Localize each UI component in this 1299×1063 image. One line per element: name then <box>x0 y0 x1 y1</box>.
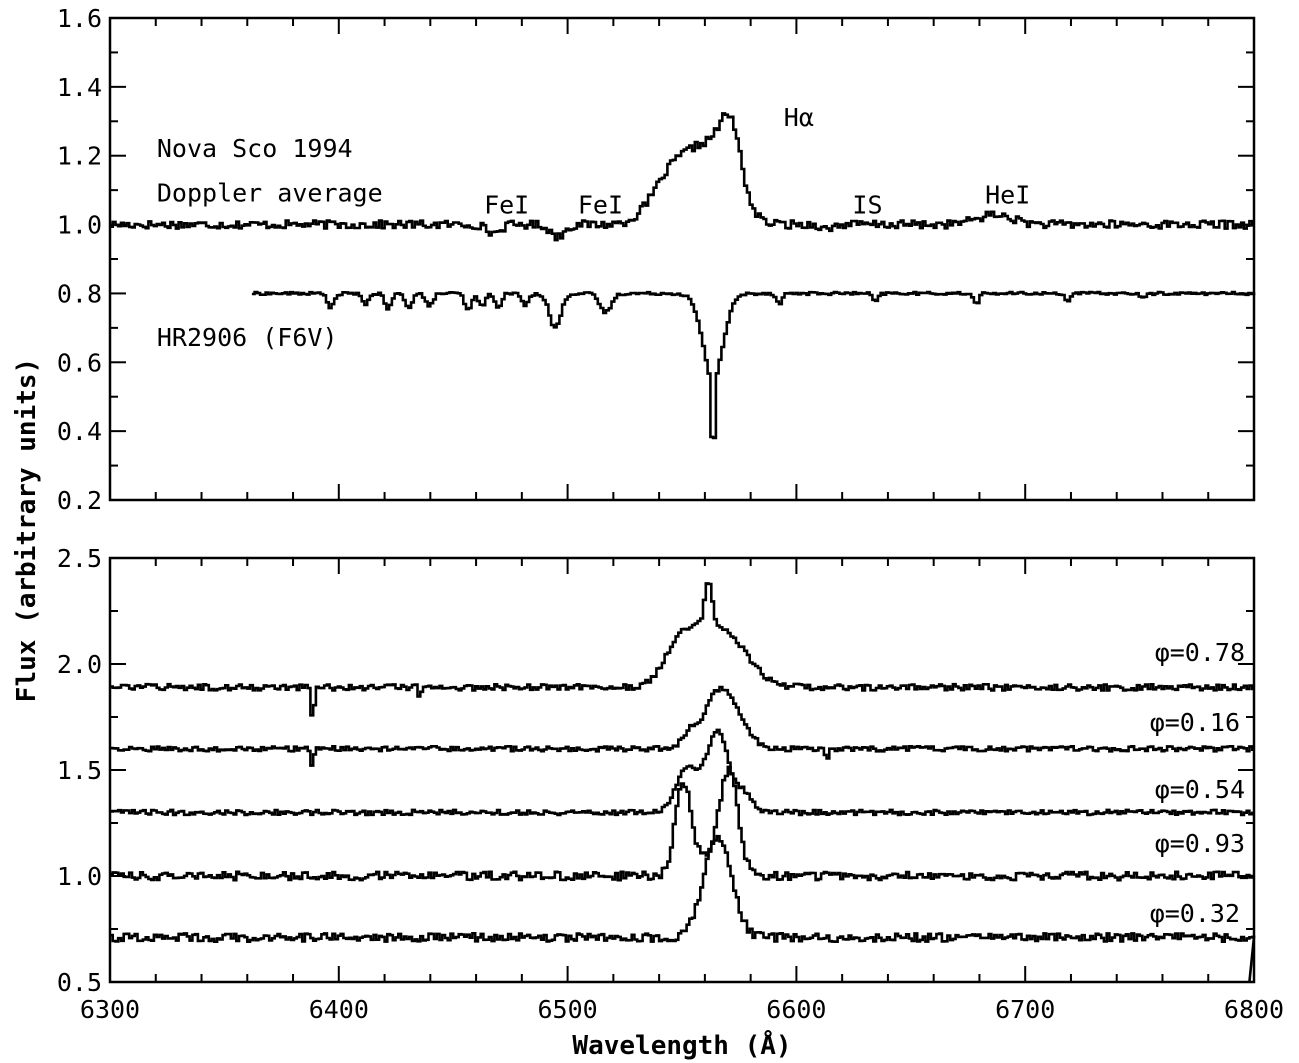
annotation-label: FeI <box>484 191 529 220</box>
top-panel-frame <box>108 16 1256 502</box>
phase-label: φ=0.32 <box>1150 899 1240 928</box>
x-tick-label: 6400 <box>309 995 369 1024</box>
y-tick-label: 1.0 <box>57 862 102 891</box>
y-tick-label: 1.4 <box>57 73 102 102</box>
phase-label: φ=0.16 <box>1150 708 1240 737</box>
annotation-label: Doppler average <box>157 179 383 208</box>
top-axis-ticks: 0.2 0.4 0.6 0.8 1.0 1.2 1.4 1.6 <box>57 4 1255 515</box>
phase-label: φ=0.78 <box>1155 638 1245 667</box>
y-tick-label: 0.4 <box>57 417 102 446</box>
annotation-label: HeI <box>985 180 1030 209</box>
annotation-label: HR2906 (F6V) <box>157 323 338 352</box>
x-tick-label: 6800 <box>1224 995 1284 1024</box>
y-tick-label: 1.5 <box>57 756 102 785</box>
spectrum-line-1 <box>110 582 1254 717</box>
spectrum-line-2 <box>251 290 1256 440</box>
y-tick-label: 0.6 <box>57 348 102 377</box>
y-tick-label: 1.2 <box>57 142 102 171</box>
top-series-group <box>110 112 1256 440</box>
y-tick-label: 1.6 <box>57 4 102 33</box>
y-axis-title: Flux (arbitrary units) <box>12 358 42 702</box>
annotation-label: IS <box>852 191 882 220</box>
y-tick-label: 1.0 <box>57 211 102 240</box>
annotation-label: Hα <box>784 103 814 132</box>
spectrum-line-4 <box>110 765 1254 882</box>
bottom-panel: 6300 6400 6500 6600 6700 68000.51.01.52.02.5 … <box>57 544 1284 1024</box>
spectrum-line-2 <box>110 685 1254 767</box>
x-tick-label: 6300 <box>80 995 140 1024</box>
y-tick-label: 0.8 <box>57 279 102 308</box>
bottom-series-group <box>110 582 1256 983</box>
annotation-label: Nova Sco 1994 <box>157 134 353 163</box>
phase-label: φ=0.93 <box>1155 829 1245 858</box>
spectrum-line-5 <box>110 834 1256 983</box>
spectrum-line-1 <box>110 112 1254 242</box>
y-tick-label: 0.5 <box>57 968 102 997</box>
spectrum-line-3 <box>110 728 1254 817</box>
top-annotations: Nova Sco 1994 Doppler average HR2906 (F6V)… <box>157 103 1030 352</box>
x-tick-label: 6600 <box>766 995 826 1024</box>
x-tick-label: 6500 <box>537 995 597 1024</box>
y-tick-label: 2.0 <box>57 650 102 679</box>
y-tick-label: 0.2 <box>57 486 102 515</box>
bottom-axis-ticks: 6300 6400 6500 6600 6700 6800 0.5 1.0 1.5 2.0 2.5 <box>57 544 1284 1024</box>
x-axis-title: Wavelength (Å) <box>572 1029 791 1061</box>
phase-label: φ=0.54 <box>1155 775 1245 804</box>
bottom-series-labels: φ=0.78 φ=0.16 φ=0.54 φ=0.93 φ=0.32 <box>1150 638 1245 928</box>
annotation-label: FeI <box>578 191 623 220</box>
top-panel: 0.2 0.4 0.6 0.8 1.0 1.2 1.4 1.6 Nova Sco 1994 Do… <box>57 4 1256 515</box>
x-tick-label: 6700 <box>995 995 1055 1024</box>
y-tick-label: 2.5 <box>57 544 102 573</box>
